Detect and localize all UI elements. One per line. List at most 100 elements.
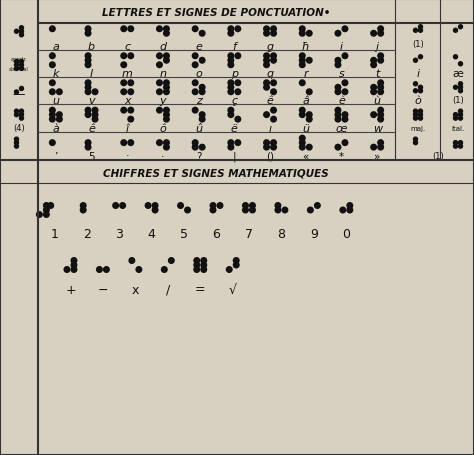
Text: 8: 8: [277, 227, 285, 240]
Circle shape: [15, 138, 18, 142]
Circle shape: [271, 27, 276, 32]
Circle shape: [85, 85, 91, 91]
Circle shape: [454, 142, 457, 145]
Circle shape: [44, 203, 49, 209]
Text: «: «: [302, 152, 309, 162]
Circle shape: [347, 203, 353, 209]
Text: n: n: [159, 69, 166, 79]
Circle shape: [228, 112, 234, 118]
Circle shape: [50, 54, 55, 60]
Text: (1): (1): [452, 96, 464, 105]
Circle shape: [227, 267, 232, 273]
Circle shape: [156, 108, 162, 114]
Text: g: g: [266, 42, 273, 52]
Circle shape: [458, 142, 463, 145]
Circle shape: [200, 112, 205, 118]
Circle shape: [200, 145, 205, 151]
Text: æ: æ: [453, 69, 464, 79]
Circle shape: [233, 258, 239, 264]
Text: (1): (1): [412, 40, 424, 49]
Circle shape: [164, 117, 169, 123]
Circle shape: [194, 267, 200, 273]
Circle shape: [36, 212, 42, 218]
Circle shape: [335, 145, 341, 151]
Circle shape: [458, 90, 463, 94]
Circle shape: [335, 58, 341, 64]
Circle shape: [169, 258, 174, 264]
Circle shape: [250, 208, 255, 213]
Circle shape: [19, 61, 24, 64]
Circle shape: [200, 58, 205, 64]
Text: —: —: [13, 88, 25, 101]
Circle shape: [164, 27, 169, 32]
Circle shape: [50, 63, 55, 68]
Circle shape: [454, 29, 457, 33]
Circle shape: [210, 208, 216, 213]
Circle shape: [15, 30, 18, 34]
Circle shape: [454, 86, 457, 90]
Circle shape: [192, 63, 198, 68]
Circle shape: [371, 85, 376, 91]
Text: w: w: [373, 123, 382, 133]
Text: √: √: [229, 283, 237, 296]
Circle shape: [342, 117, 348, 123]
Circle shape: [85, 31, 91, 37]
Circle shape: [264, 58, 269, 64]
Circle shape: [164, 145, 169, 151]
Circle shape: [235, 81, 241, 86]
Text: ?: ?: [196, 152, 201, 162]
Circle shape: [371, 31, 376, 37]
Circle shape: [19, 30, 24, 34]
Circle shape: [194, 258, 200, 264]
Circle shape: [371, 58, 376, 64]
Text: t: t: [375, 69, 379, 79]
Circle shape: [282, 208, 288, 213]
Circle shape: [85, 112, 91, 118]
Circle shape: [275, 208, 281, 213]
Circle shape: [300, 145, 305, 151]
Text: ou: ou: [16, 61, 22, 66]
Circle shape: [228, 108, 234, 114]
Circle shape: [264, 141, 269, 146]
Circle shape: [342, 112, 348, 118]
Circle shape: [458, 25, 463, 30]
Circle shape: [335, 90, 341, 96]
Circle shape: [228, 85, 234, 91]
Circle shape: [48, 203, 54, 209]
Circle shape: [15, 113, 18, 117]
Circle shape: [264, 112, 269, 118]
Circle shape: [228, 90, 234, 96]
Circle shape: [413, 113, 418, 117]
Circle shape: [378, 31, 383, 37]
Circle shape: [419, 86, 422, 90]
Circle shape: [128, 27, 134, 32]
Circle shape: [335, 117, 341, 123]
Circle shape: [307, 117, 312, 123]
Circle shape: [300, 136, 305, 142]
Circle shape: [235, 27, 241, 32]
Text: CHIFFRES ET SIGNES MATHEMATIQUES: CHIFFRES ET SIGNES MATHEMATIQUES: [103, 167, 329, 177]
Text: 4: 4: [148, 227, 155, 240]
Circle shape: [228, 31, 234, 37]
Circle shape: [233, 263, 239, 268]
Circle shape: [228, 27, 234, 32]
Circle shape: [413, 90, 418, 94]
Circle shape: [19, 110, 24, 114]
Circle shape: [307, 58, 312, 64]
Circle shape: [71, 258, 77, 264]
Text: ê: ê: [88, 123, 95, 133]
Text: 5: 5: [180, 227, 188, 240]
Circle shape: [85, 108, 91, 114]
Circle shape: [271, 54, 276, 60]
Circle shape: [228, 141, 234, 146]
Circle shape: [156, 54, 162, 60]
Text: j: j: [375, 42, 379, 52]
Circle shape: [164, 31, 169, 37]
Circle shape: [300, 63, 305, 68]
Text: apostr.: apostr.: [10, 56, 27, 61]
Circle shape: [378, 90, 383, 96]
Circle shape: [458, 113, 463, 117]
Circle shape: [128, 81, 134, 86]
Text: z: z: [196, 96, 201, 106]
Circle shape: [156, 27, 162, 32]
